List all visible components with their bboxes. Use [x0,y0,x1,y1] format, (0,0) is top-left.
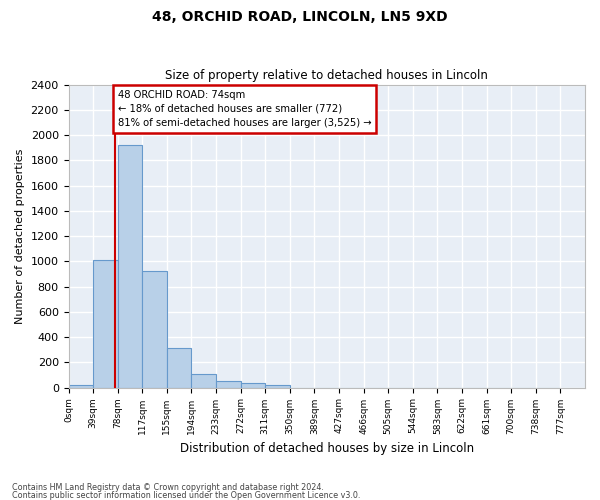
Bar [118,145,142,388]
Bar [216,380,241,388]
Bar [241,383,265,388]
Y-axis label: Number of detached properties: Number of detached properties [15,148,25,324]
Bar [191,374,216,388]
Bar [142,272,167,388]
Title: Size of property relative to detached houses in Lincoln: Size of property relative to detached ho… [166,69,488,82]
Text: 48, ORCHID ROAD, LINCOLN, LN5 9XD: 48, ORCHID ROAD, LINCOLN, LN5 9XD [152,10,448,24]
Bar [93,260,118,388]
Text: Contains public sector information licensed under the Open Government Licence v3: Contains public sector information licen… [12,490,361,500]
Bar [68,385,93,388]
X-axis label: Distribution of detached houses by size in Lincoln: Distribution of detached houses by size … [180,442,474,455]
Text: 48 ORCHID ROAD: 74sqm
← 18% of detached houses are smaller (772)
81% of semi-det: 48 ORCHID ROAD: 74sqm ← 18% of detached … [118,90,371,128]
Bar [167,348,191,388]
Text: Contains HM Land Registry data © Crown copyright and database right 2024.: Contains HM Land Registry data © Crown c… [12,484,324,492]
Bar [265,385,290,388]
